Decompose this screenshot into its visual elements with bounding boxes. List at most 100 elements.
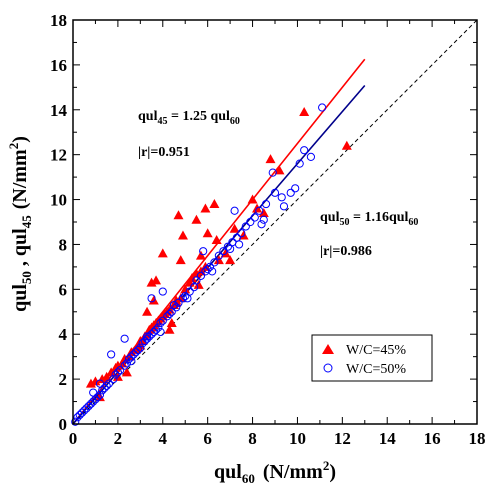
- data-point-wc50: [246, 217, 255, 227]
- data-point-wc45: [341, 140, 352, 150]
- data-point-wc50: [71, 417, 80, 426]
- data-point-wc45: [94, 392, 105, 402]
- data-point-wc50: [120, 361, 129, 370]
- data-point-wc50: [154, 323, 163, 332]
- data-point-wc50: [127, 352, 136, 361]
- data-point-wc50: [127, 357, 136, 366]
- data-point-wc50: [89, 388, 98, 397]
- data-point-wc50: [196, 271, 206, 280]
- data-point-wc50: [151, 325, 161, 334]
- data-point-wc50: [295, 159, 304, 168]
- data-point-wc50: [131, 348, 140, 357]
- x-tick-label: 18: [469, 429, 486, 448]
- data-point-wc50: [158, 316, 167, 325]
- data-point-wc50: [199, 247, 208, 256]
- data-point-wc50: [291, 184, 300, 193]
- data-point-wc50: [169, 300, 179, 310]
- data-point-wc50: [318, 103, 327, 112]
- legend-label-wc45: W/C=45%: [346, 343, 406, 358]
- data-point-wc50: [181, 291, 190, 301]
- data-point-wc50: [93, 392, 102, 402]
- data-point-wc50: [268, 168, 277, 177]
- data-point-wc50: [111, 370, 120, 379]
- data-point-wc50: [147, 330, 156, 339]
- data-point-wc50: [156, 327, 165, 337]
- data-point-wc50: [86, 399, 96, 408]
- data-point-wc45: [200, 203, 211, 213]
- x-tick-label: 12: [334, 429, 351, 448]
- data-point-wc50: [178, 294, 188, 303]
- y-tick-label: 18: [50, 11, 67, 30]
- data-point-wc50: [277, 193, 286, 202]
- data-point-wc50: [250, 213, 259, 222]
- data-point-wc45: [229, 223, 240, 233]
- data-point-wc50: [259, 215, 268, 224]
- data-point-wc45: [195, 250, 206, 260]
- data-point-wc45: [177, 230, 188, 240]
- annotation-wc45-equation: qul45 = 1.25 qul60: [138, 109, 240, 127]
- data-point-wc50: [183, 294, 192, 303]
- data-point-wc50: [116, 366, 125, 375]
- data-point-wc50: [210, 258, 219, 267]
- y-tick-label: 2: [59, 370, 68, 389]
- data-point-wc45: [164, 324, 175, 334]
- data-point-wc45: [274, 165, 285, 175]
- x-tick-label: 10: [289, 429, 306, 448]
- data-point-wc50: [84, 401, 93, 411]
- data-point-wc45: [211, 234, 222, 244]
- data-point-wc50: [80, 406, 89, 415]
- data-point-wc50: [138, 339, 147, 348]
- data-point-wc50: [145, 332, 154, 341]
- data-point-wc50: [142, 334, 152, 343]
- data-point-wc45: [175, 255, 186, 265]
- x-axis-title: qul60 (N/mm2): [214, 458, 336, 486]
- data-point-wc50: [230, 206, 239, 215]
- data-point-wc50: [107, 350, 116, 359]
- data-point-wc50: [241, 222, 250, 231]
- data-point-wc50: [208, 267, 217, 276]
- x-axis-title-sup: 2: [323, 458, 330, 473]
- data-point-wc45: [151, 275, 162, 285]
- data-point-wc50: [226, 244, 235, 254]
- y-axis-title: qul50 , qul45(N/mm2): [6, 136, 34, 312]
- data-point-wc50: [120, 334, 129, 343]
- y-tick-label: 14: [50, 101, 68, 120]
- legend-label-wc50: W/C=50%: [346, 362, 406, 377]
- data-point-wc50: [133, 345, 143, 355]
- data-point-wc50: [158, 287, 167, 296]
- data-point-wc50: [205, 262, 215, 271]
- y-tick-label: 4: [59, 325, 68, 344]
- data-point-wc50: [140, 336, 149, 346]
- data-point-wc50: [142, 332, 152, 341]
- data-point-wc45: [247, 194, 258, 204]
- x-tick-label: 0: [69, 429, 78, 448]
- data-point-wc45: [191, 214, 202, 224]
- x-tick-label: 16: [424, 429, 441, 448]
- y-tick-label: 8: [59, 235, 68, 254]
- data-point-wc45: [193, 279, 204, 289]
- legend-box: [311, 334, 433, 382]
- data-point-wc45: [157, 248, 168, 258]
- data-point-wc50: [255, 206, 264, 215]
- data-point-wc50: [122, 359, 131, 368]
- legend-marker-wc45: [322, 344, 334, 354]
- data-point-wc50: [223, 242, 232, 251]
- plot-area: 0 2 4 6 8 10 12 14 16 18 0 2 4 6 8 10 12 14 16 18: [50, 11, 486, 448]
- data-point-wc50: [113, 368, 122, 377]
- x-tick-label: 2: [114, 429, 123, 448]
- data-point-wc50: [156, 318, 165, 328]
- data-point-wc50: [270, 188, 280, 197]
- data-point-wc50: [174, 298, 183, 307]
- data-point-wc50: [125, 354, 134, 364]
- data-point-wc50: [75, 410, 84, 420]
- x-tick-label: 14: [379, 429, 397, 448]
- annotation-wc50-equation: qul50 = 1.16qul60: [320, 210, 418, 228]
- x-axis-title-sub: 60: [242, 471, 255, 486]
- y-tick-label: 16: [50, 56, 67, 75]
- data-point-wc50: [257, 220, 266, 229]
- data-point-wc50: [109, 375, 118, 384]
- data-point-wc50: [279, 202, 289, 211]
- data-point-wc45: [173, 210, 184, 220]
- data-point-wc50: [203, 265, 212, 274]
- data-point-wc50: [234, 240, 244, 249]
